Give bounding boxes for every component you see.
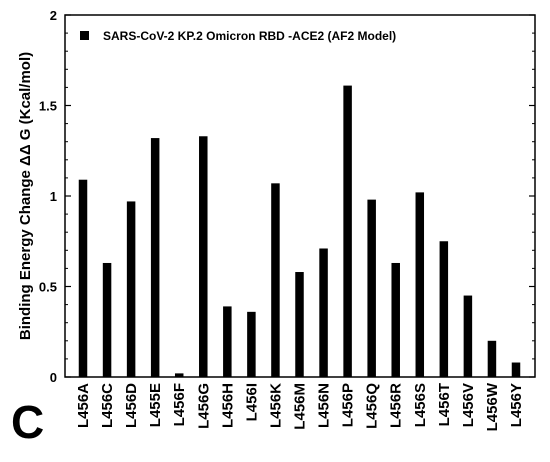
bar-l456f — [174, 373, 184, 377]
bar-l456a — [78, 179, 88, 377]
bar-l456s — [415, 192, 425, 377]
panel-letter: C — [11, 396, 44, 448]
x-tick-label: L456H — [219, 383, 236, 428]
bar-l456w — [487, 340, 497, 377]
x-tick-label: L456G — [195, 383, 212, 429]
bar-l456r — [391, 262, 400, 377]
y-tick-label: 2 — [50, 8, 57, 23]
bar-l456p — [343, 85, 352, 377]
legend: SARS-CoV-2 KP.2 Omicron RBD -ACE2 (AF2 M… — [80, 29, 396, 43]
x-tick-label: L456W — [484, 382, 501, 431]
x-tick-label: L456Q — [364, 383, 381, 429]
x-tick-label: L456Y — [508, 383, 525, 427]
bar-l456g — [199, 136, 208, 377]
bar-l456c — [102, 262, 112, 377]
bars-group — [78, 85, 521, 377]
bar-l455e — [150, 138, 160, 377]
y-tick-label: 0 — [50, 370, 57, 385]
bar-l456v — [463, 295, 473, 377]
y-tick-label: 1 — [50, 189, 57, 204]
x-tick-label: L456T — [436, 383, 453, 426]
x-tick-label: L456I — [243, 383, 260, 421]
x-tick-label: L456F — [171, 383, 188, 426]
x-tick-label: L456D — [123, 383, 140, 428]
x-tick-label: L456S — [412, 383, 429, 427]
x-tick-label: L456K — [267, 383, 284, 428]
x-tick-label: L456R — [388, 383, 405, 428]
bar-l456d — [126, 201, 136, 377]
x-tick-label: L455E — [147, 383, 164, 427]
y-tick-label: 0.5 — [39, 280, 57, 295]
x-tick-label: L456A — [75, 383, 92, 428]
legend-label: SARS-CoV-2 KP.2 Omicron RBD -ACE2 (AF2 M… — [103, 29, 396, 43]
bar-l456y — [511, 362, 521, 377]
bar-l456m — [295, 272, 304, 377]
x-tick-label: L456N — [316, 383, 333, 428]
bar-l456i — [247, 311, 256, 377]
legend-swatch — [80, 31, 89, 40]
y-axis-ticks: 0 0.5 1 1.5 2 — [39, 8, 535, 385]
bar-l456n — [319, 248, 328, 377]
bar-l456h — [223, 306, 232, 377]
y-axis-title: Binding Energy Change ΔΔ G (Kcal/mol) — [17, 52, 34, 340]
x-tick-label: L456M — [292, 383, 309, 430]
x-tick-label: L456V — [460, 383, 477, 427]
bar-l456q — [367, 199, 376, 377]
x-tick-label: L456C — [99, 383, 116, 428]
x-axis-ticks: L456A L456C L456D L455E L456F L456G L456H L456I… — [75, 382, 525, 431]
x-tick-label: L456P — [340, 383, 357, 427]
bar-l456k — [271, 183, 280, 377]
y-tick-label: 1.5 — [39, 99, 57, 114]
bar-l456t — [439, 241, 449, 377]
